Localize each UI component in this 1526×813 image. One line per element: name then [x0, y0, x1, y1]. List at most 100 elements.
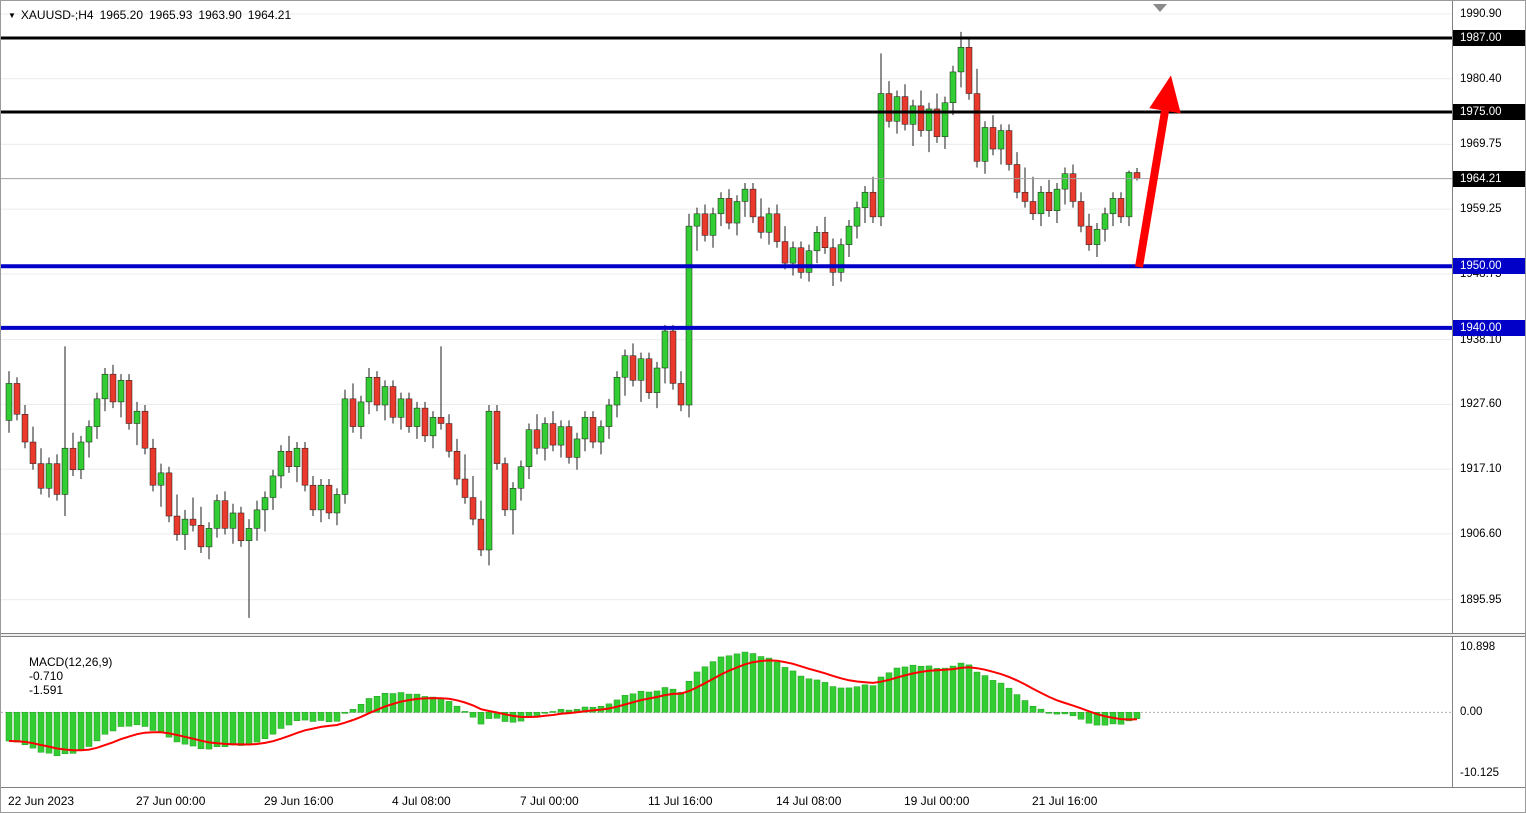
candle-up	[621, 355, 629, 378]
candle-up	[981, 127, 989, 162]
macd-histogram-bar	[373, 695, 381, 713]
candle-down	[109, 373, 117, 403]
candle-up	[693, 213, 701, 227]
macd-name: MACD(12,26,9)	[29, 655, 113, 669]
candle-up	[597, 426, 605, 443]
candle-up	[741, 188, 749, 202]
macd-histogram-bar	[813, 679, 821, 713]
candle-up	[557, 426, 565, 446]
candle-down	[29, 441, 37, 464]
macd-histogram-bar	[917, 665, 925, 713]
candle-up	[381, 386, 389, 406]
price-tick-label: 1990.90	[1460, 7, 1502, 20]
macd-histogram-bar	[237, 712, 245, 746]
macd-axis-max: 10.898	[1460, 641, 1496, 653]
candle-down	[405, 398, 413, 427]
candle-up	[837, 244, 845, 273]
macd-canvas[interactable]	[1, 637, 1452, 787]
candle-down	[301, 447, 309, 486]
candle-up	[213, 500, 221, 529]
candle-up	[413, 407, 421, 427]
macd-histogram-bar	[197, 712, 205, 750]
chart-shift-marker[interactable]	[1153, 4, 1167, 12]
candle-down	[1133, 172, 1141, 179]
candle-up	[261, 497, 269, 511]
macd-histogram-bar	[85, 712, 93, 747]
macd-histogram-bar	[117, 712, 125, 727]
quote-symbol-period: XAUUSD-;H4	[20, 8, 94, 22]
candle-down	[725, 198, 733, 224]
main-chart-canvas[interactable]	[1, 1, 1452, 633]
candle-down	[437, 417, 445, 424]
macd-histogram-bar	[477, 712, 485, 725]
candle-down	[549, 423, 557, 446]
macd-histogram-bar	[1037, 708, 1045, 713]
candle-up	[269, 475, 277, 498]
candle-up	[485, 410, 493, 551]
candle-up	[949, 71, 957, 104]
candle-down	[1021, 191, 1029, 202]
macd-histogram-bar	[261, 712, 269, 740]
price-tick-label: 1959.25	[1460, 203, 1502, 216]
macd-histogram-bar	[829, 686, 837, 713]
macd-histogram-bar	[45, 712, 53, 754]
macd-histogram-bar	[893, 667, 901, 713]
macd-value: -0.710	[29, 669, 64, 683]
expander-icon[interactable]: ▼	[8, 10, 16, 20]
candle-down	[165, 472, 173, 517]
candle-up	[613, 377, 621, 406]
candle-up	[957, 47, 965, 73]
candle-down	[453, 451, 461, 480]
macd-histogram-bar	[989, 680, 997, 713]
macd-histogram-bar	[1093, 712, 1101, 726]
candle-down	[461, 478, 469, 498]
candle-up	[77, 441, 85, 471]
candle-down	[749, 188, 757, 218]
candle-up	[293, 447, 301, 467]
candle-down	[669, 330, 677, 384]
candle-up	[805, 250, 813, 273]
quote-open: 1965.20	[99, 8, 143, 22]
candle-down	[13, 383, 21, 415]
candle-up	[45, 463, 53, 489]
candle-down	[189, 518, 197, 526]
macd-histogram-bar	[77, 712, 85, 751]
macd-histogram-bar	[869, 685, 877, 713]
panel-splitter[interactable]	[1, 633, 1525, 637]
candle-down	[989, 127, 997, 150]
macd-axis-zero: 0.00	[1460, 706, 1483, 719]
price-tick-label: 1906.60	[1460, 527, 1502, 540]
time-tick-label: 21 Jul 16:00	[1032, 794, 1098, 808]
time-axis[interactable]: 22 Jun 2023 27 Jun 00:00 29 Jun 16:00 4 Jul…	[1, 787, 1525, 812]
time-tick-label: 19 Jul 00:00	[904, 794, 970, 808]
macd-histogram-bar	[669, 688, 677, 713]
candle-up	[845, 225, 853, 245]
macd-histogram-bar	[349, 709, 357, 713]
macd-histogram-bar	[461, 711, 469, 713]
price-badge: 1987.00	[1453, 30, 1525, 46]
macd-histogram-bar	[453, 705, 461, 713]
candle-up	[813, 232, 821, 252]
candle-up	[85, 426, 93, 443]
candle-up	[893, 96, 901, 122]
macd-histogram-bar	[381, 693, 389, 713]
quote-bar: ▼ XAUUSD-;H4 1965.20 1965.93 1963.90 196…	[8, 8, 297, 22]
quote-low: 1963.90	[198, 8, 242, 22]
candle-down	[173, 515, 181, 535]
candle-up	[229, 512, 237, 529]
macd-histogram-bar	[853, 686, 861, 713]
macd-histogram-bar	[101, 712, 109, 735]
macd-histogram-bar	[37, 712, 45, 753]
candle-up	[717, 198, 725, 215]
price-tick-label: 1927.60	[1460, 398, 1502, 411]
candle-up	[101, 373, 109, 400]
macd-histogram-bar	[885, 672, 893, 713]
candle-up	[253, 509, 261, 529]
candle-up	[397, 398, 405, 418]
price-axis[interactable]: 1990.901980.401969.751959.251948.751938.…	[1452, 1, 1525, 787]
trend-arrow-object[interactable]	[1135, 75, 1181, 268]
macd-histogram-bar	[509, 712, 517, 723]
macd-histogram-bar	[805, 678, 813, 713]
macd-histogram-bar	[557, 709, 565, 713]
candle-up	[789, 247, 797, 264]
